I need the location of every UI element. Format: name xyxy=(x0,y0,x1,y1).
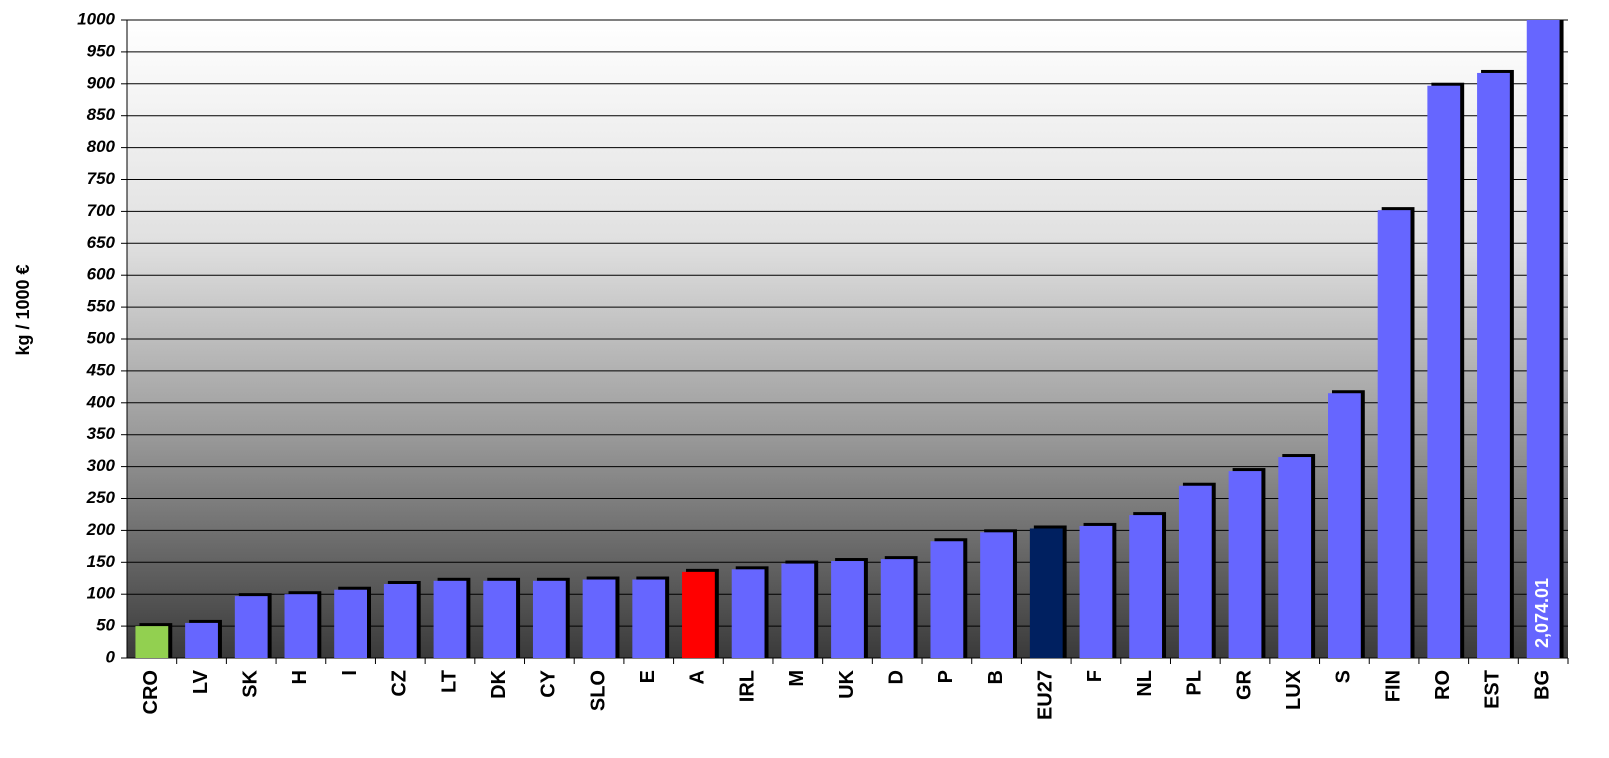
bar xyxy=(383,583,417,658)
bar xyxy=(1477,72,1510,658)
bar xyxy=(334,589,368,658)
bar xyxy=(135,626,169,658)
x-tick-label: E xyxy=(637,670,659,683)
y-tick-label: 250 xyxy=(86,488,116,507)
y-axis-label: kg / 1000 € xyxy=(13,264,33,355)
x-tick-label: EST xyxy=(1482,670,1504,709)
bars xyxy=(135,20,1564,658)
bar xyxy=(433,580,467,658)
y-tick-label: 50 xyxy=(96,616,115,635)
x-tick-label: UK xyxy=(836,669,858,698)
y-tick-label: 350 xyxy=(87,424,116,443)
x-tick-label: NL xyxy=(1134,670,1156,697)
y-tick-label: 300 xyxy=(87,456,116,475)
x-tick-label: D xyxy=(885,670,907,684)
x-tick-label: RO xyxy=(1432,670,1454,700)
value-label: 2,074.01 xyxy=(1532,578,1552,648)
y-tick-label: 850 xyxy=(87,105,116,124)
y-tick-label: 450 xyxy=(86,360,116,379)
y-tick-label: 400 xyxy=(86,392,116,411)
y-tick-label: 950 xyxy=(87,41,116,60)
x-tick-label: M xyxy=(786,670,808,687)
bar xyxy=(781,563,815,658)
bar xyxy=(1526,20,1560,658)
y-tick-label: 500 xyxy=(87,328,116,347)
bar xyxy=(1029,528,1063,658)
x-tick-label: LV xyxy=(190,669,212,694)
y-tick-label: 700 xyxy=(87,201,116,220)
y-tick-label: 800 xyxy=(87,137,116,156)
x-tick-label: IRL xyxy=(736,670,758,702)
x-tick-label: CRO xyxy=(140,670,162,714)
x-tick-label: LUX xyxy=(1283,669,1305,710)
y-tick-label: 750 xyxy=(87,169,116,188)
y-tick-label: 0 xyxy=(106,647,116,666)
bar xyxy=(930,541,964,658)
bar xyxy=(185,622,218,658)
x-tick-label: BG xyxy=(1531,670,1553,700)
x-tick-label: CZ xyxy=(389,670,411,697)
x-tick-label: F xyxy=(1084,670,1106,682)
bar xyxy=(1427,85,1461,658)
x-tick-label: DK xyxy=(488,669,510,698)
x-tick-label: A xyxy=(687,670,709,684)
bar xyxy=(1129,515,1163,658)
x-tick-label: PL xyxy=(1184,670,1206,696)
y-tick-label: 100 xyxy=(87,584,116,603)
y-tick-label: 200 xyxy=(86,520,116,539)
y-tick-label: 150 xyxy=(87,552,116,571)
bar xyxy=(1228,471,1262,658)
bar xyxy=(1327,393,1361,658)
bar xyxy=(880,559,914,658)
x-tick-label: CY xyxy=(538,669,560,697)
x-tick-label: S xyxy=(1333,670,1355,683)
x-tick-label: FIN xyxy=(1382,670,1404,702)
bar xyxy=(682,571,715,658)
x-tick-label: SLO xyxy=(587,670,609,711)
bar xyxy=(1079,525,1113,658)
y-tick-label: 650 xyxy=(87,233,116,252)
bar xyxy=(831,561,864,658)
bar xyxy=(1377,210,1411,658)
x-tick-label: LT xyxy=(438,670,460,693)
y-tick-label: 550 xyxy=(87,297,116,316)
y-tick-label: 900 xyxy=(87,73,116,92)
x-tick-label: B xyxy=(985,670,1007,684)
bar xyxy=(1178,485,1212,658)
x-tick-label: H xyxy=(289,670,311,684)
bar xyxy=(1278,457,1312,658)
x-tick-label: GR xyxy=(1233,669,1255,700)
x-tick-label: SK xyxy=(240,669,262,697)
bar xyxy=(632,579,666,658)
bar xyxy=(483,580,517,658)
x-tick-label: P xyxy=(935,670,957,683)
bar xyxy=(234,596,268,658)
y-tick-label: 1000 xyxy=(77,9,115,28)
x-tick-label: EU27 xyxy=(1035,670,1057,720)
y-tick-label: 600 xyxy=(87,265,116,284)
bar xyxy=(532,580,566,658)
bar xyxy=(284,594,318,658)
bar xyxy=(582,579,616,658)
x-tick-label: I xyxy=(339,670,361,676)
bar xyxy=(731,569,765,658)
bar xyxy=(980,532,1013,658)
